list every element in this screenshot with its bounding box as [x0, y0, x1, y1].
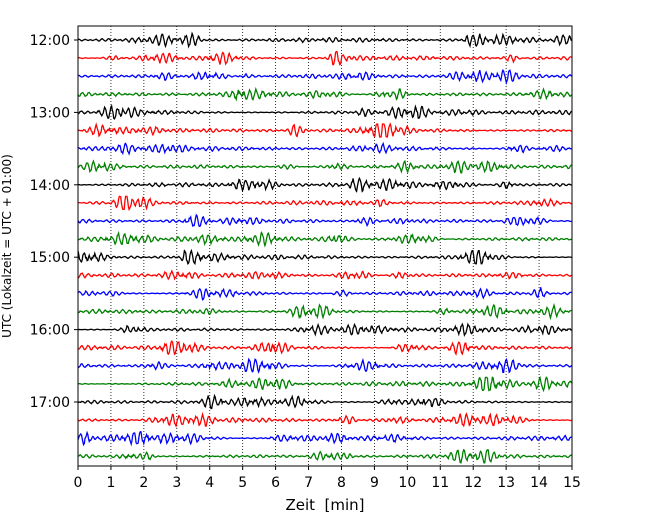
y-tick-label: 15:00 — [30, 250, 70, 266]
seismogram-trace — [77, 141, 572, 156]
y-tick-label: 14:00 — [30, 178, 70, 194]
y-tick-label: 13:00 — [30, 105, 70, 121]
plot-frame — [77, 25, 573, 467]
x-axis-ticks: 0 1 2 3 4 5 6 7 8 9 10 11 12 13 14 15 — [74, 466, 581, 491]
x-tick-label: 14 — [530, 475, 548, 491]
y-tick-label: 17:00 — [30, 395, 70, 411]
seismogram-trace — [78, 269, 572, 281]
x-axis-label: Zeit [min] — [285, 496, 364, 514]
seismogram-trace — [77, 159, 572, 174]
x-tick-label: 10 — [398, 475, 416, 491]
x-tick-label: 9 — [370, 475, 379, 491]
seismogram-trace — [77, 86, 572, 102]
x-tick-label: 1 — [106, 475, 115, 491]
y-axis-ticks: 12:00 13:00 14:00 15:00 16:00 17:00 — [30, 33, 78, 411]
seismogram-trace — [77, 411, 572, 428]
seismogram-trace — [77, 50, 572, 66]
seismogram-trace — [77, 213, 572, 228]
x-tick-label: 0 — [74, 475, 83, 491]
x-tick-label: 8 — [337, 475, 346, 491]
seismogram-trace — [77, 393, 572, 410]
seismogram-trace — [77, 104, 573, 120]
seismogram-trace — [77, 430, 572, 447]
x-tick-label: 12 — [464, 475, 482, 491]
seismogram-trace — [77, 448, 572, 464]
seismogram-trace — [77, 357, 572, 374]
seismogram-trace — [77, 176, 572, 193]
x-tick-label: 11 — [431, 475, 449, 491]
seismogram-trace — [77, 287, 572, 301]
seismogram-trace — [77, 340, 572, 356]
x-tick-label: 13 — [497, 475, 515, 491]
y-tick-label: 16:00 — [30, 323, 70, 339]
seismogram-trace — [77, 68, 573, 86]
seismogram-trace — [77, 248, 572, 266]
x-tick-label: 15 — [563, 475, 581, 491]
x-tick-label: 3 — [172, 475, 181, 491]
traces — [77, 31, 573, 464]
x-tick-label: 6 — [271, 475, 280, 491]
x-tick-label: 4 — [205, 475, 214, 491]
x-tick-label: 7 — [304, 475, 313, 491]
seismogram-trace — [77, 302, 572, 321]
seismogram-trace — [77, 230, 572, 248]
vertical-grid — [110, 26, 540, 466]
y-axis-label: UTC (Lokalzeit = UTC + 01:00) — [0, 154, 14, 338]
seismogram-trace — [77, 195, 572, 212]
y-tick-label: 12:00 — [30, 33, 70, 49]
plot-background — [78, 26, 572, 466]
seismogram-trace — [77, 122, 572, 138]
x-tick-label: 5 — [238, 475, 247, 491]
x-tick-label: 2 — [139, 475, 148, 491]
seismogram-trace — [77, 375, 573, 393]
seismogram-trace — [77, 322, 572, 337]
seismogram-trace — [77, 31, 573, 49]
